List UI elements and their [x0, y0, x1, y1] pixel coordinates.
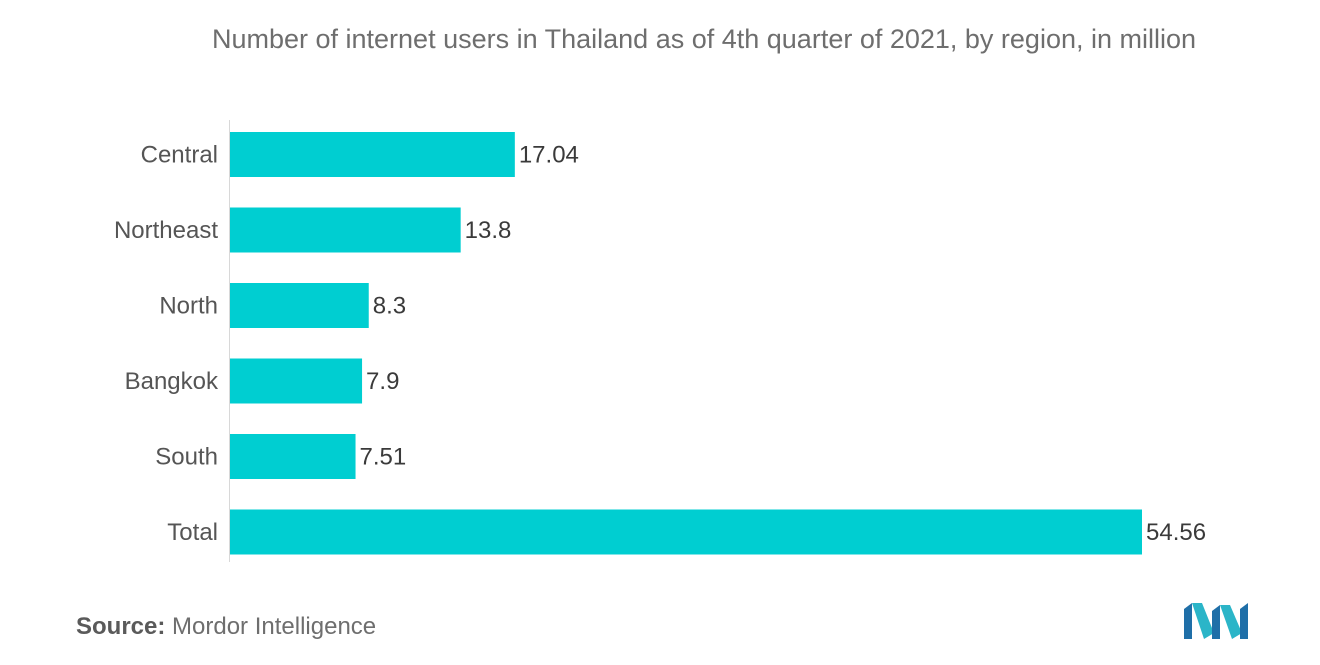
mordor-intelligence-logo-icon — [1184, 603, 1248, 639]
category-label: Total — [167, 519, 218, 546]
source-text: Mordor Intelligence — [172, 613, 377, 640]
bar-total — [230, 509, 1142, 555]
value-label: 7.9 — [366, 368, 399, 395]
category-label: South — [155, 444, 218, 471]
value-label: 17.04 — [519, 142, 579, 169]
bar-chart: Central 17.04 Northeast 13.8 North 8.3 Bangkok… — [114, 120, 1206, 562]
source-note: Source: Mordor Intelligence — [76, 613, 376, 641]
value-label: 7.51 — [360, 444, 407, 471]
bar-northeast — [230, 207, 461, 253]
category-label: North — [159, 293, 218, 320]
chart-title: Number of internet users in Thailand as … — [211, 24, 1197, 54]
value-label: 54.56 — [1146, 519, 1206, 546]
source-label: Source: — [76, 613, 166, 640]
bar-north — [230, 283, 369, 328]
value-label: 13.8 — [465, 217, 512, 244]
bar-bangkok — [230, 358, 363, 404]
bar-south — [230, 434, 356, 479]
category-label: Bangkok — [125, 368, 219, 395]
bar-central — [230, 132, 515, 177]
category-label: Central — [141, 142, 218, 169]
category-label: Northeast — [114, 217, 218, 244]
value-label: 8.3 — [373, 293, 406, 320]
